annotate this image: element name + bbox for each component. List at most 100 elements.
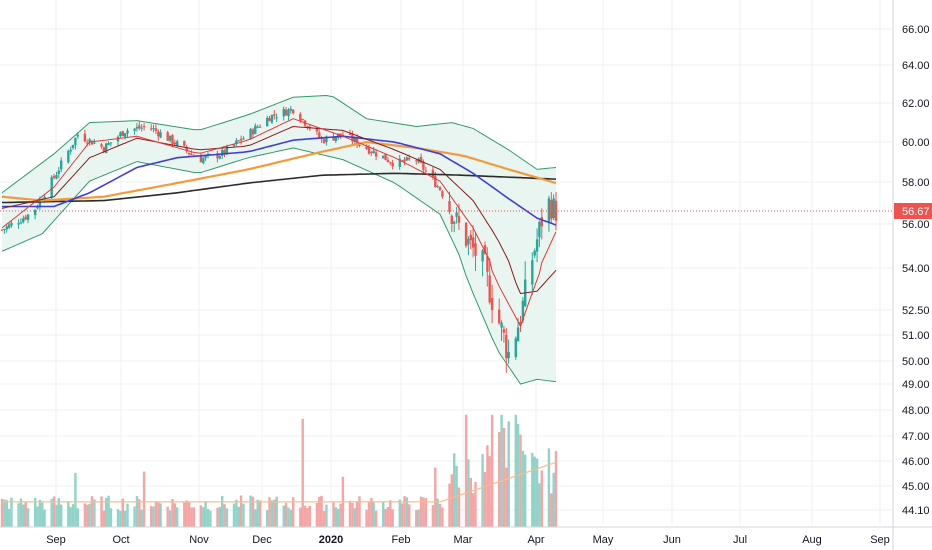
- candle-body: [424, 170, 427, 172]
- candle-body: [408, 158, 411, 160]
- candle: [50, 175, 53, 200]
- volume-bar: [457, 487, 461, 527]
- volume-bar: [242, 503, 245, 527]
- candle-body: [121, 131, 124, 137]
- candle-body: [107, 143, 110, 145]
- volume-bar: [500, 414, 503, 527]
- x-tick-label: Dec: [252, 534, 272, 546]
- volume-bar: [322, 511, 326, 527]
- volume-bar: [251, 496, 255, 527]
- candle: [107, 141, 110, 146]
- candle-body: [202, 158, 205, 164]
- y-tick-label: 44.10: [902, 505, 930, 517]
- ma-100-line: [1, 140, 557, 202]
- candle-body: [258, 126, 262, 128]
- candle-body: [19, 222, 23, 224]
- price-tag-label: 56.67: [902, 206, 930, 218]
- y-axis[interactable]: 66.00 64.00 62.00 60.00 58.00 56.00 54.00 52.50…: [892, 0, 930, 550]
- candle: [374, 149, 378, 161]
- candle: [389, 161, 392, 166]
- candle-body: [152, 128, 155, 130]
- price-tag-box: [894, 203, 932, 219]
- candle: [258, 124, 262, 128]
- volume-bar: [36, 506, 39, 527]
- volume-bar: [367, 501, 371, 527]
- volume-bar: [374, 510, 378, 527]
- volume-bar: [448, 483, 451, 527]
- volume-bar: [17, 503, 20, 527]
- candle: [502, 325, 506, 343]
- volume-bar: [232, 503, 236, 527]
- volume-bar: [102, 510, 105, 527]
- candle: [74, 137, 77, 150]
- volume-bar: [204, 501, 207, 527]
- volume-bar: [86, 504, 89, 527]
- volume-bar: [152, 506, 155, 527]
- volume-bar: [41, 502, 44, 527]
- candle-body: [372, 150, 375, 154]
- candle-body: [535, 239, 539, 252]
- candle-body: [221, 150, 224, 156]
- candle-body: [100, 144, 103, 147]
- volume-bar: [540, 470, 543, 527]
- candle: [424, 166, 427, 175]
- volume-bar: [535, 458, 539, 527]
- volume-bar: [514, 414, 517, 527]
- volume-bar: [472, 493, 475, 527]
- candle-body: [168, 135, 172, 141]
- candle-body: [50, 177, 53, 198]
- candle: [453, 220, 456, 233]
- candle-body: [187, 152, 191, 155]
- volume-bar: [38, 500, 42, 527]
- y-tick-label: 45.00: [902, 481, 930, 493]
- candle-body: [199, 156, 203, 163]
- volume-bar: [206, 508, 210, 527]
- x-tick-label: Sep: [870, 534, 890, 546]
- candle-body: [358, 144, 361, 146]
- volume-bar: [157, 502, 160, 527]
- candle: [448, 191, 451, 215]
- x-axis[interactable]: Sep Oct Nov Dec 2020 Feb Mar Apr May Jun Jul Aug Sep: [0, 526, 932, 546]
- y-tick-label: 47.00: [902, 431, 930, 443]
- candle: [386, 157, 390, 163]
- candle: [152, 124, 155, 133]
- volume-bar: [166, 506, 169, 527]
- volume-bar: [434, 467, 437, 527]
- volume-bar: [76, 508, 79, 527]
- volume-bar: [382, 501, 385, 527]
- candle-body: [436, 186, 439, 188]
- candle: [415, 158, 418, 165]
- candle-body: [242, 138, 245, 140]
- candle: [237, 140, 240, 142]
- candle: [382, 155, 385, 159]
- volume-bar: [254, 509, 257, 527]
- candle: [467, 236, 470, 256]
- volume-bar: [173, 503, 176, 527]
- volume-bar: [483, 471, 487, 527]
- candle-body: [266, 117, 269, 127]
- candle: [0, 229, 4, 231]
- candle: [142, 123, 146, 131]
- candle: [483, 241, 487, 255]
- bollinger-upper-line: [1, 95, 557, 194]
- candle-body: [142, 126, 146, 127]
- candle-body: [218, 156, 221, 159]
- candle-body: [133, 128, 136, 131]
- candle-body: [109, 142, 113, 144]
- volume-bar: [408, 504, 411, 527]
- volume-bar: [43, 509, 46, 527]
- candle: [133, 128, 136, 135]
- candle-body: [287, 109, 290, 116]
- candle-body: [86, 142, 89, 144]
- y-tick-label: 52.50: [902, 305, 930, 317]
- volume-bar: [119, 510, 122, 527]
- candle-body: [341, 134, 345, 136]
- volume-bar: [464, 414, 468, 527]
- volume-bar: [107, 495, 110, 527]
- volume-bar: [552, 472, 555, 527]
- volume-bar: [507, 421, 510, 527]
- candle: [450, 214, 453, 233]
- candle: [218, 154, 221, 160]
- volume-bar: [123, 510, 127, 527]
